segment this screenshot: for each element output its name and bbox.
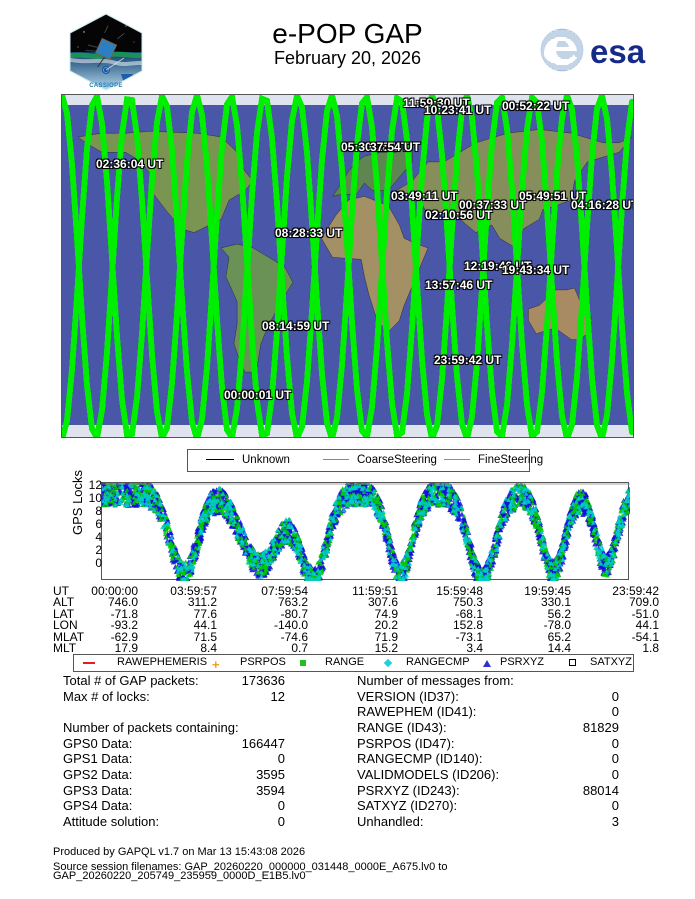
svg-text:CASSIOPE: CASSIOPE [89, 83, 122, 89]
svg-text:esa: esa [590, 33, 646, 70]
